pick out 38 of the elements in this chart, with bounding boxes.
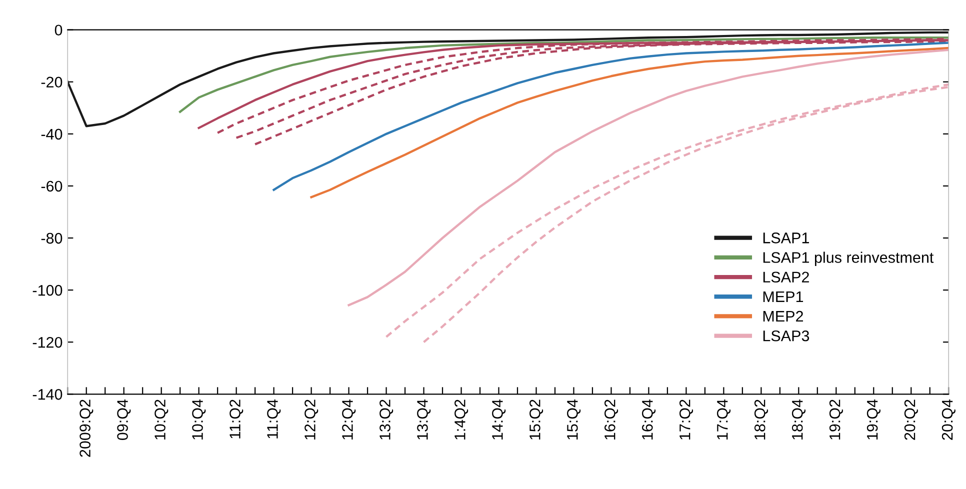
x-tick-label: 13:Q2: [380, 400, 394, 440]
legend-label: LSAP1 plus reinvestment: [763, 252, 934, 266]
x-tick-label: 11:Q2: [230, 400, 244, 438]
legend-label: MEP1: [763, 291, 804, 302]
y-tick-label: -100: [32, 284, 62, 296]
x-tick-label: 12:Q2: [304, 400, 318, 440]
y-tick-label: -120: [32, 336, 62, 348]
x-tick-label: 2009:Q2: [80, 400, 94, 457]
x-tick-label: 09:Q4: [117, 399, 131, 440]
y-tick-label: -40: [41, 128, 62, 140]
y-tick-label: -80: [41, 232, 62, 244]
x-tick-label: 16:Q4: [642, 399, 656, 440]
legend-label: LSAP2: [763, 272, 809, 283]
x-tick-label: 1:4Q2: [454, 400, 468, 440]
y-tick-label: 0: [54, 24, 62, 36]
x-tick-label: 16:Q2: [604, 400, 618, 440]
x-tick-label: 18:Q4: [792, 399, 806, 440]
x-tick-label: 20:Q2: [904, 400, 918, 440]
x-tick-label: 15:Q4: [567, 399, 581, 440]
x-tick-label: 19:Q2: [829, 400, 843, 440]
x-tick-label: 15:Q2: [530, 400, 544, 440]
x-tick-label: 20:Q4: [942, 399, 956, 440]
legend-label: LSAP3: [763, 330, 810, 342]
x-tick-label: 10:Q2: [154, 400, 168, 440]
x-tick-label: 17:Q4: [716, 399, 731, 440]
x-tick-label: 12:Q4: [342, 399, 356, 440]
x-tick-label: 10:Q4: [192, 399, 206, 440]
y-tick-label: -60: [41, 180, 62, 192]
x-tick-label: 13:Q4: [417, 399, 431, 440]
x-tick-label: 11:Q4: [267, 399, 281, 438]
x-tick-label: 14:Q4: [492, 399, 506, 440]
y-tick-label: -140: [32, 389, 62, 400]
x-tick-label: 18:Q2: [754, 400, 768, 440]
legend-label: LSAP1: [763, 232, 809, 244]
legend-label: MEP2: [763, 310, 803, 322]
y-tick-label: -20: [41, 76, 62, 88]
x-tick-label: 17:Q2: [679, 400, 694, 440]
x-tick-label: 19:Q4: [866, 399, 880, 440]
